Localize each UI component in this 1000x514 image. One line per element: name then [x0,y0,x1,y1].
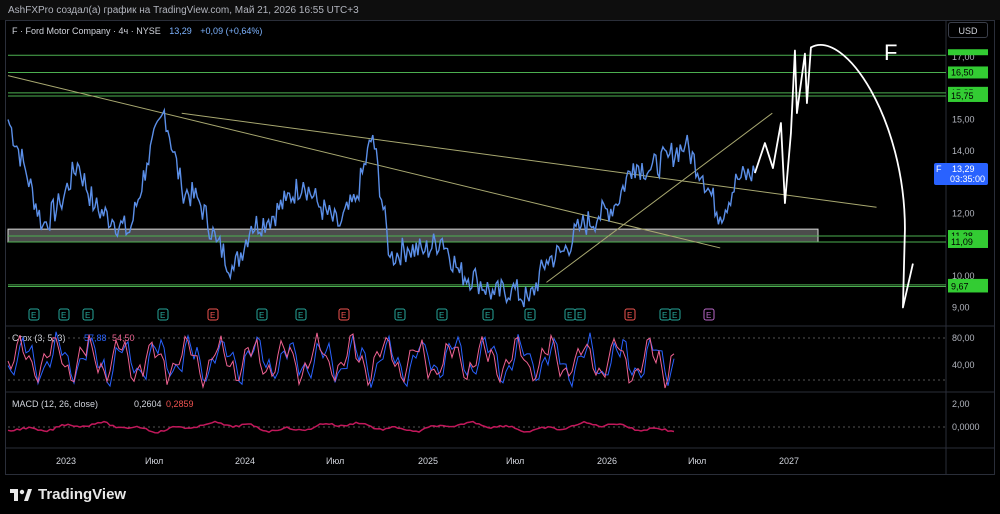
macd-axis-tick: 2,00 [952,399,970,409]
earnings-marker-label: E [298,311,303,320]
earnings-marker-label: E [439,311,444,320]
earnings-marker[interactable] [624,308,636,321]
earnings-marker[interactable] [256,308,268,321]
top-bar: AshFXPro создал(а) график на TradingView… [0,0,1000,20]
price-axis-tick: 12,00 [952,208,975,218]
current-price-tag[interactable] [934,163,988,186]
macd-signal-value: 0,2859 [166,399,194,409]
earnings-marker-label: E [61,311,66,320]
time-axis-label: 2023 [56,456,76,466]
level-price-tag-label: 16,50 [951,67,974,77]
stoch-k-line[interactable] [7,331,675,389]
annotation-letter: F [884,40,897,65]
earnings-marker-label: E [397,311,402,320]
earnings-marker[interactable] [436,308,448,321]
earnings-marker-label: E [527,311,532,320]
earnings-marker-label: E [672,311,677,320]
trend-line[interactable] [7,75,721,249]
level-price-tag [948,49,988,56]
earnings-marker[interactable] [58,308,70,321]
level-price-tag [948,66,988,79]
time-axis-label: 2026 [597,456,617,466]
earnings-marker-label: E [567,311,572,320]
time-axis-label: 2025 [418,456,438,466]
stoch-axis-tick: 80,00 [952,333,975,343]
earnings-marker-label: E [485,311,490,320]
macd-axis-tick: 0,0000 [952,422,980,432]
earnings-marker[interactable] [157,308,169,321]
level-price-tag-label: 15,75 [951,91,974,101]
trend-line[interactable] [181,112,877,208]
earnings-marker[interactable] [482,308,494,321]
earnings-marker-label: E [85,311,90,320]
macd-label: MACD (12, 26, close) [12,399,98,409]
earnings-marker-label: E [706,311,711,320]
trend-line[interactable] [546,112,773,283]
time-axis-label: Июл [145,456,163,466]
price-axis-tick: 9,00 [952,302,970,312]
price-series-line[interactable] [7,107,756,308]
brand-name: TradingView [38,486,127,503]
author-line: AshFXPro создал(а) график на TradingView… [8,5,359,16]
level-price-tag [948,89,988,102]
currency-button[interactable]: USD [948,22,988,38]
macd-value: 0,2604 [134,399,162,409]
last-price: 13,29 [169,26,192,36]
earnings-marker-label: E [31,311,36,320]
time-axis-label: Июл [688,456,706,466]
earnings-marker-label: E [210,311,215,320]
earnings-marker[interactable] [574,308,586,321]
tradingview-logo-icon [10,488,32,501]
macd-line[interactable] [7,420,675,434]
time-axis-label: 2027 [779,456,799,466]
earnings-marker[interactable] [295,308,307,321]
earnings-marker[interactable] [338,308,350,321]
earnings-marker-label: E [259,311,264,320]
earnings-marker-label: E [577,311,582,320]
earnings-marker[interactable] [28,308,40,321]
price-axis-tick: 17,00 [952,52,975,62]
tradingview-logo[interactable]: TradingView [10,486,126,503]
hand-drawn-projection[interactable] [754,44,914,309]
earnings-marker[interactable] [669,308,681,321]
level-price-tag [948,280,988,293]
earnings-marker-label: E [160,311,165,320]
earnings-marker-label: E [627,311,632,320]
earnings-marker[interactable] [394,308,406,321]
earnings-marker[interactable] [82,308,94,321]
symbol-legend[interactable]: F · Ford Motor Company · 4ч · NYSE 13,29… [12,26,262,36]
stoch-d-line[interactable] [7,332,675,389]
level-price-tag-label: 11,09 [951,237,973,247]
earnings-marker[interactable] [703,308,715,321]
price-axis-tick: 10,00 [952,271,975,281]
price-change: +0,09 (+0,64%) [200,26,263,36]
stoch-k-value: 57,88 [84,333,107,343]
price-axis-tick: 15,00 [952,114,975,124]
current-price-countdown: 03:35:00 [950,174,985,184]
current-price-symbol: F [936,164,942,174]
price-axis-tick: 14,00 [952,146,975,156]
stoch-axis-tick: 40,00 [952,360,975,370]
time-axis-label: 2024 [235,456,255,466]
current-price-value: 13,29 [952,164,975,174]
earnings-marker[interactable] [524,308,536,321]
earnings-marker-label: E [341,311,346,320]
earnings-marker[interactable] [207,308,219,321]
time-axis-label: Июл [506,456,524,466]
level-price-tag [948,235,988,248]
level-price-tag-label: 9,67 [951,281,969,291]
time-axis-label: Июл [326,456,344,466]
symbol-title: F · Ford Motor Company · 4ч · NYSE [12,26,161,36]
earnings-marker-label: E [662,311,667,320]
